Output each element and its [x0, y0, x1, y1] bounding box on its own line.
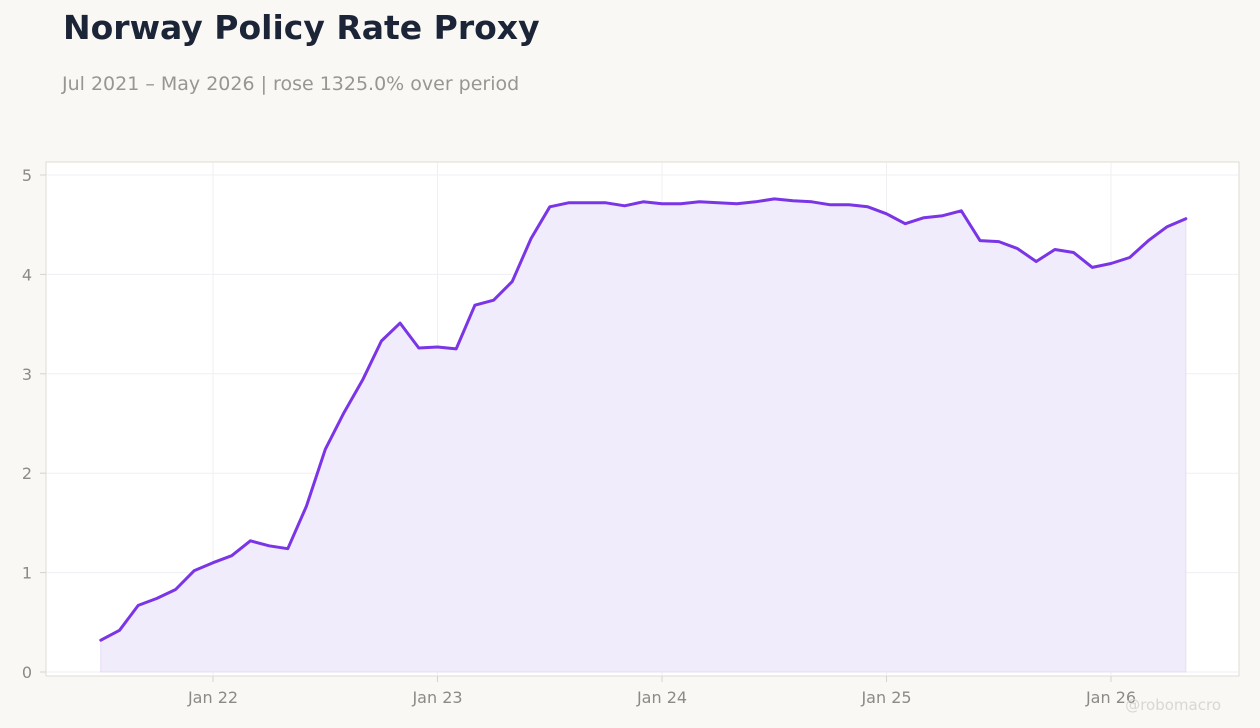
x-tick-label: Jan 22 [187, 688, 238, 707]
x-tick-label: Jan 23 [411, 688, 462, 707]
y-tick-label: 5 [22, 166, 32, 185]
x-tick-label: Jan 24 [636, 688, 687, 707]
y-tick-label: 3 [22, 365, 32, 384]
y-tick-label: 0 [22, 663, 32, 682]
y-tick-label: 1 [22, 564, 32, 583]
chart-title: Norway Policy Rate Proxy [63, 8, 540, 47]
chart-subtitle: Jul 2021 – May 2026 | rose 1325.0% over … [62, 73, 520, 95]
series-line [99, 197, 1188, 642]
x-tick-label: Jan 26 [1085, 688, 1136, 707]
y-tick-label: 2 [22, 464, 32, 483]
x-tick-label: Jan 25 [860, 688, 911, 707]
y-tick-label: 4 [22, 265, 32, 284]
watermark: @robomacro [1125, 696, 1221, 714]
y-axis: 0 1 2 3 4 5 [22, 166, 46, 682]
x-axis: Jan 22 Jan 23 Jan 24 Jan 25 Jan 26 [187, 676, 1136, 707]
